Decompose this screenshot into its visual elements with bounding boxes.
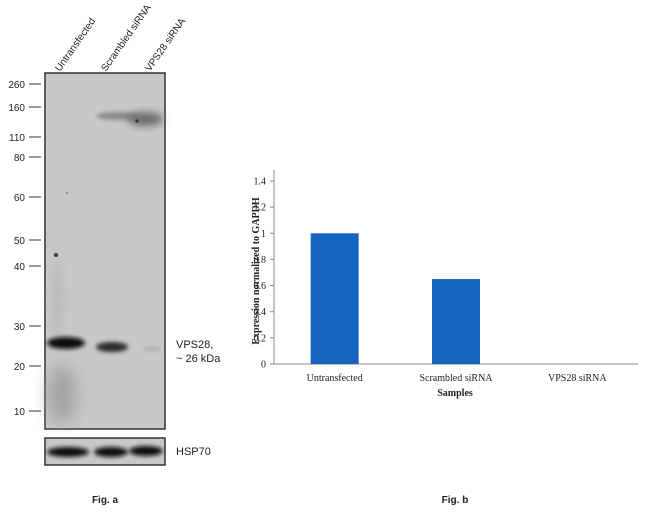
marker-label: 60 [14,193,26,204]
hsp70-band-untransfected [47,447,89,457]
vps28-band-vps28-sirna [143,347,161,351]
marker-label: 260 [8,80,25,91]
y-tick-label: 1.4 [254,177,267,188]
loading-control-label: HSP70 [176,446,211,458]
x-tick-label: Untransfected [307,373,363,384]
band-label-line1: VPS28, [176,339,213,351]
fig-a-caption: Fig. a [92,495,119,506]
marker-label: 160 [8,103,25,114]
hsp70-band-scrambled [94,447,128,457]
y-tick-label: 0 [261,360,266,371]
lane-label-untransfected: Untransfected [53,16,98,73]
y-axis-label: Expression normalized to GAPDH [251,197,262,345]
vps28-band-scrambled [96,342,128,352]
y-tick-label: 0.8 [254,255,267,266]
molecular-weight-markers: 260 160 110 80 60 50 40 30 20 10 [8,80,41,418]
y-tick-label: 1 [261,229,266,240]
x-tick-label: Scrambled siRNA [419,373,493,384]
marker-label: 20 [14,362,26,373]
y-tick-label: 0.2 [254,333,267,344]
high-mw-band-vps28 [127,112,163,126]
bar [310,233,359,364]
bars [310,233,480,364]
fig-b-caption: Fig. b [442,495,469,506]
marker-label: 80 [14,153,26,164]
hsp70-band-vps28-sirna [129,446,163,456]
bar-chart-panel: Expression normalized to GAPDH Samples 0… [251,170,638,506]
vps28-band-untransfected [47,337,85,349]
marker-label: 110 [9,133,25,144]
lane-smear [48,365,76,425]
band-label-line2: ~ 26 kDa [176,353,221,365]
y-tick-label: 0.4 [254,307,267,318]
y-tick-label: 0.6 [254,281,267,292]
y-tick-label: 1.2 [254,203,267,214]
y-axis: 0 0.2 0.4 0.6 0.8 1 1.2 1.4 [254,170,275,371]
marker-label: 40 [14,262,26,273]
marker-label: 30 [14,322,26,333]
x-axis: Untransfected Scrambled siRNA VPS28 siRNA [274,363,638,384]
x-axis-label: Samples [437,388,473,399]
lane-label-vps28-sirna: VPS28 siRNA [143,16,188,74]
marker-label: 10 [14,407,26,418]
marker-label: 50 [14,236,26,247]
western-blot-panel: Untransfected Scrambled siRNA VPS28 siRN… [8,3,221,506]
x-tick-label: VPS28 siRNA [548,373,607,384]
lane-labels: Untransfected Scrambled siRNA VPS28 siRN… [53,3,188,74]
bar [432,279,480,364]
